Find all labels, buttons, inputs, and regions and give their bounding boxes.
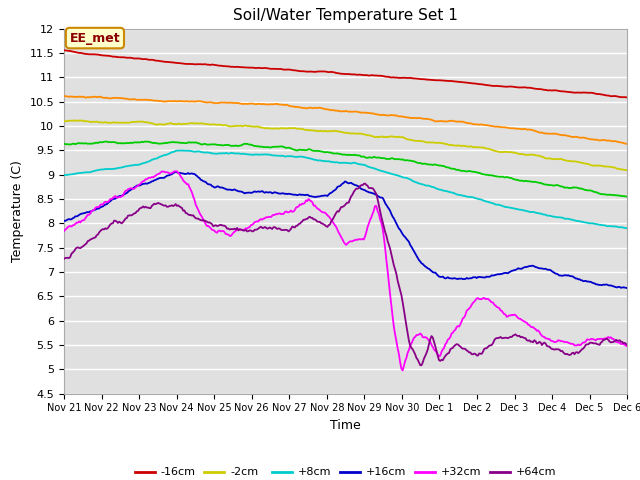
Title: Soil/Water Temperature Set 1: Soil/Water Temperature Set 1 <box>233 9 458 24</box>
Legend: -16cm, -8cm, -2cm, +2cm, +8cm, +16cm, +32cm, +64cm: -16cm, -8cm, -2cm, +2cm, +8cm, +16cm, +3… <box>131 463 561 480</box>
X-axis label: Time: Time <box>330 419 361 432</box>
Y-axis label: Temperature (C): Temperature (C) <box>11 160 24 262</box>
Text: EE_met: EE_met <box>70 32 120 45</box>
